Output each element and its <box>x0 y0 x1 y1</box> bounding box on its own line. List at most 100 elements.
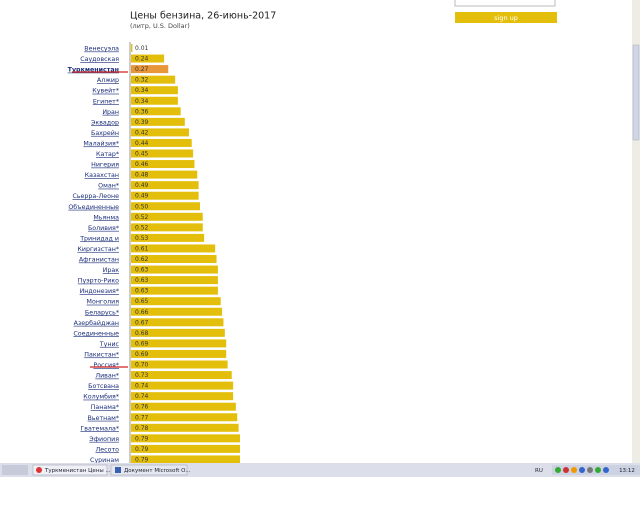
category-link[interactable]: Лесото <box>96 446 120 453</box>
category-link[interactable]: Ботсвана <box>88 383 119 390</box>
category-link[interactable]: Иран <box>102 109 119 116</box>
category-link[interactable]: Индонезия* <box>80 288 119 295</box>
value-label: 0.42 <box>135 129 149 136</box>
category-link[interactable]: Объединенные <box>68 203 119 211</box>
value-label: 0.76 <box>135 404 149 411</box>
bar <box>131 117 185 126</box>
value-label: 0.39 <box>135 119 149 126</box>
tray-icon <box>587 467 593 473</box>
category-link[interactable]: Сьерра-Леоне <box>72 193 119 200</box>
value-label: 0.69 <box>135 340 149 347</box>
taskbar-label[interactable]: Документ Microsoft O... <box>124 468 191 474</box>
category-link[interactable]: Бахрейн <box>91 129 119 137</box>
category-link[interactable]: Эквадор <box>91 119 119 126</box>
bar <box>131 318 224 327</box>
category-link[interactable]: Пакистан* <box>84 351 119 358</box>
bar <box>131 255 217 263</box>
value-label: 0.79 <box>135 446 149 453</box>
category-link[interactable]: Казахстан <box>85 172 119 179</box>
category-link[interactable]: Катар* <box>96 151 119 158</box>
bar <box>131 307 223 316</box>
value-label: 0.73 <box>135 372 149 379</box>
bar <box>131 149 194 158</box>
value-label: 0.32 <box>135 77 149 84</box>
category-link[interactable]: Афганистан <box>79 257 119 264</box>
category-link[interactable]: Суринам <box>90 457 119 464</box>
tray-icon <box>579 467 585 473</box>
category-link[interactable]: Египет* <box>93 98 119 105</box>
value-label: 0.63 <box>135 267 149 274</box>
value-label: 0.63 <box>135 288 149 295</box>
value-label: 0.65 <box>135 298 149 305</box>
category-link[interactable]: Азербайджан <box>74 319 119 327</box>
value-label: 0.78 <box>135 425 149 432</box>
value-label: 0.45 <box>135 151 149 158</box>
bar <box>131 244 216 253</box>
bar <box>131 202 200 211</box>
signup-button[interactable] <box>455 12 557 23</box>
value-label: 0.27 <box>135 66 149 73</box>
category-link[interactable]: Ирак <box>103 267 120 274</box>
category-link[interactable]: Эфиопия <box>89 436 119 443</box>
bar <box>131 360 228 369</box>
category-link[interactable]: Тринидад и <box>79 235 119 242</box>
category-link[interactable]: Ливан* <box>95 373 119 380</box>
category-link[interactable]: Тунис <box>99 341 120 348</box>
value-label: 0.34 <box>135 98 149 105</box>
value-label: 0.48 <box>135 172 149 179</box>
signup-label[interactable]: sign up <box>494 14 518 22</box>
category-link[interactable]: Гватемала* <box>80 425 119 432</box>
scroll-thumb[interactable] <box>632 44 640 141</box>
category-link[interactable]: Вьетнам* <box>88 415 119 422</box>
bar <box>131 402 236 411</box>
taskbar-label[interactable]: Туркменистан Цены ... <box>44 468 111 474</box>
category-link[interactable]: Россия* <box>93 362 119 369</box>
value-label: 0.79 <box>135 456 149 463</box>
category-link[interactable]: Панама* <box>91 404 119 411</box>
category-link[interactable]: Пуэрто-Рико <box>78 278 119 285</box>
category-link[interactable]: Туркменистан <box>68 67 119 74</box>
category-link[interactable]: Кувейт* <box>92 87 119 95</box>
bar <box>131 392 234 401</box>
category-link[interactable]: Киргизстан* <box>77 246 119 253</box>
bar <box>131 381 234 390</box>
start-button[interactable] <box>2 465 28 475</box>
category-link[interactable]: Алжир <box>97 77 119 84</box>
category-link[interactable]: Мьянма <box>93 214 119 221</box>
chart-subtitle: (литр, U.S. Dollar) <box>130 22 190 30</box>
chart-title: Цены бензина, 26-июнь-2017 <box>130 11 276 22</box>
language-indicator[interactable]: RU <box>535 468 543 474</box>
bar <box>131 413 238 422</box>
value-label: 0.24 <box>135 56 149 63</box>
category-link[interactable]: Колумбия* <box>83 393 119 401</box>
value-label: 0.62 <box>135 256 149 263</box>
category-link[interactable]: Малайзия* <box>83 139 119 147</box>
category-link[interactable]: Боливия* <box>88 225 119 232</box>
value-label: 0.74 <box>135 393 149 400</box>
category-link[interactable]: Нигерия <box>91 162 119 169</box>
bar <box>131 86 178 95</box>
value-label: 0.52 <box>135 224 149 231</box>
bar <box>131 107 181 116</box>
bar <box>131 444 241 453</box>
bar <box>131 434 241 443</box>
category-link[interactable]: Монголия <box>87 299 120 306</box>
tray-icon <box>595 467 601 473</box>
tray-icon <box>555 467 561 473</box>
taskbar-button[interactable] <box>32 464 108 476</box>
bar <box>131 212 203 221</box>
bar <box>131 297 221 306</box>
category-link[interactable]: Венесуэла <box>84 46 119 53</box>
value-label: 0.74 <box>135 383 149 390</box>
category-link[interactable]: Соединенные <box>73 330 119 337</box>
category-link[interactable]: Саудовская <box>80 56 119 63</box>
input-box[interactable] <box>454 0 556 7</box>
scrollbar[interactable] <box>632 0 640 463</box>
value-label: 0.70 <box>135 362 149 369</box>
category-link[interactable]: Оман* <box>98 183 119 190</box>
tray-icon <box>563 467 569 473</box>
category-link[interactable]: Беларусь* <box>85 309 119 316</box>
taskbar-button[interactable] <box>110 464 188 476</box>
